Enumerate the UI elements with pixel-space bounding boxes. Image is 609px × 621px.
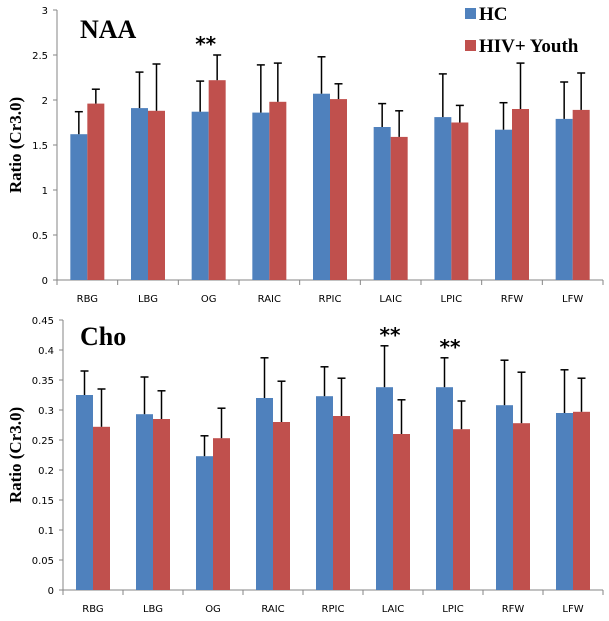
cho-x-tick-label: RAIC [261, 604, 284, 615]
cho-significance-marker: ** [380, 323, 401, 347]
cho-x-tick-label: LAIC [382, 604, 405, 615]
cho-y-tick-label: 0.3 [38, 406, 54, 417]
cho-y-tick-label: 0.2 [38, 466, 54, 477]
cho-x-tick-label: RPIC [322, 604, 345, 615]
cho-bar-hiv-youth-lfw [573, 411, 590, 590]
naa-bar-hc-laic [373, 127, 391, 280]
cho-y-tick-label: 0.05 [32, 556, 54, 567]
naa-bar-hc-lfw [555, 118, 573, 281]
cho-y-tick-label: 0 [48, 586, 54, 597]
cho-bar-hiv-youth-rfw [513, 423, 530, 590]
naa-bar-hiv-youth-rfw [512, 109, 529, 280]
legend-label-hc: HC [479, 4, 508, 25]
cho-x-tick-label: LFW [562, 604, 583, 615]
naa-y-axis-label: Ratio (Cr3.0) [6, 97, 25, 193]
cho-x-tick-label: RFW [502, 604, 525, 615]
cho-bar-hiv-youth-lpic [453, 429, 470, 590]
cho-bar-hiv-youth-laic [393, 434, 410, 590]
cho-y-tick-label: 0.35 [32, 376, 54, 387]
cho-bar-hc-rfw [496, 405, 513, 590]
cho-bar-hc-og [196, 456, 213, 590]
naa-y-tick-label: 3 [42, 6, 48, 17]
cho-bar-hc-lbg [136, 414, 153, 590]
naa-x-tick-label: LFW [562, 294, 583, 305]
cho-bar-hiv-youth-rpic [333, 416, 350, 590]
cho-bar-hiv-youth-og [213, 438, 230, 590]
cho-bar-hiv-youth-rbg [93, 426, 110, 590]
naa-x-tick-label: LAIC [379, 294, 402, 305]
naa-bar-hiv-youth-raic [269, 101, 287, 280]
naa-bar-hc-lpic [434, 117, 452, 280]
cho-bar-hiv-youth-raic [273, 422, 290, 590]
cho-x-tick-label: LBG [143, 604, 163, 615]
cho-significance-marker: ** [440, 335, 461, 359]
naa-bar-hiv-youth-rbg [87, 103, 105, 280]
legend-swatch-hiv-youth [465, 40, 476, 51]
cho-bar-hc-rbg [76, 395, 93, 590]
naa-chart: NAA Ratio (Cr3.0) 0 0.5 1 1.5 2 2.5 3 RBG LBG OG *… [6, 6, 604, 305]
naa-bar-hiv-youth-laic [390, 136, 408, 280]
naa-y-tick-label: 1 [42, 186, 48, 197]
cho-x-tick-label: RBG [82, 604, 103, 615]
cho-bar-hc-lpic [436, 387, 453, 590]
cho-y-axis-label: Ratio (Cr3.0) [6, 407, 25, 503]
cho-bar-hc-rpic [316, 396, 333, 590]
naa-bar-hc-lbg [131, 108, 148, 280]
naa-bar-hiv-youth-lfw [572, 109, 590, 281]
naa-bar-hc-og [191, 111, 209, 280]
cho-bar-hc-lfw [556, 413, 573, 590]
cho-y-tick-label: 0.25 [32, 436, 54, 447]
naa-bar-hiv-youth-lpic [451, 122, 469, 280]
naa-y-tick-label: 1.5 [32, 141, 48, 152]
naa-y-tick-label: 2 [42, 96, 48, 107]
cho-chart: Cho Ratio (Cr3.0) 0 0.05 0.1 0.15 0.2 0.25 0.3… [6, 316, 604, 615]
naa-x-tick-label: RAIC [258, 294, 281, 305]
naa-y-tick-label: 0.5 [32, 231, 48, 242]
cho-chart-title: Cho [80, 322, 126, 351]
cho-y-tick-label: 0.15 [32, 496, 54, 507]
naa-bar-hiv-youth-og [208, 80, 226, 280]
naa-y-tick-label: 2.5 [32, 51, 48, 62]
naa-bar-hiv-youth-rpic [330, 99, 347, 280]
naa-chart-title: NAA [80, 15, 137, 44]
naa-x-tick-label: OG [201, 294, 217, 305]
naa-significance-marker: ** [195, 32, 216, 56]
naa-bar-hc-rbg [70, 134, 88, 280]
naa-bar-hc-rfw [495, 129, 512, 280]
cho-bar-hiv-youth-lbg [153, 419, 170, 590]
cho-bar-hc-laic [376, 387, 393, 590]
naa-x-tick-label: RFW [501, 294, 524, 305]
naa-bar-hc-rpic [313, 93, 330, 280]
naa-x-tick-label: RBG [77, 294, 98, 305]
cho-y-tick-label: 0.45 [32, 316, 54, 327]
cho-bar-hc-raic [256, 398, 273, 590]
naa-x-tick-label: LBG [138, 294, 158, 305]
naa-x-tick-label: LPIC [441, 294, 463, 305]
cho-y-tick-label: 0.4 [38, 346, 54, 357]
legend-swatch-hc [465, 8, 476, 19]
legend-label-hiv-youth: HIV+ Youth [479, 36, 579, 57]
naa-y-tick-label: 0 [42, 276, 48, 287]
naa-x-tick-label: RPIC [319, 294, 342, 305]
cho-y-tick-label: 0.1 [38, 526, 54, 537]
naa-bar-hiv-youth-lbg [148, 110, 165, 280]
cho-x-tick-label: OG [205, 604, 221, 615]
cho-x-tick-label: LPIC [442, 604, 464, 615]
naa-bar-hc-raic [252, 112, 270, 280]
legend: HC HIV+ Youth [465, 4, 579, 57]
